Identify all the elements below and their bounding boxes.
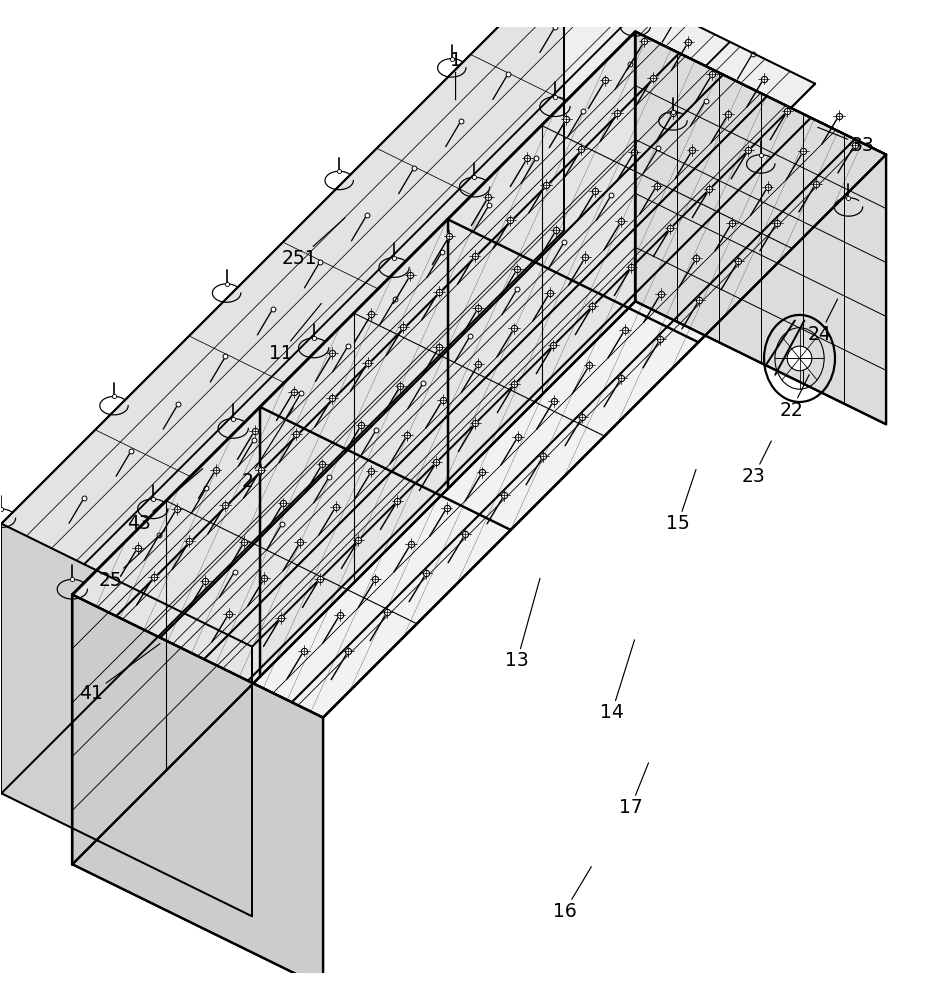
Text: 13: 13 — [505, 578, 540, 670]
Text: 25: 25 — [99, 530, 165, 590]
Text: 24: 24 — [808, 299, 838, 344]
Polygon shape — [636, 32, 886, 424]
Polygon shape — [1, 0, 815, 647]
Text: 1: 1 — [450, 51, 461, 100]
Text: 11: 11 — [269, 303, 322, 363]
Polygon shape — [72, 595, 323, 987]
Circle shape — [788, 346, 811, 371]
Polygon shape — [1, 0, 565, 793]
Text: 43: 43 — [126, 469, 203, 533]
Text: 22: 22 — [780, 375, 809, 420]
Text: 33: 33 — [818, 127, 874, 155]
Text: 14: 14 — [600, 640, 635, 722]
Polygon shape — [1, 524, 252, 916]
Text: 15: 15 — [666, 470, 696, 533]
Text: 251: 251 — [282, 218, 344, 268]
Polygon shape — [72, 32, 886, 718]
Text: 41: 41 — [80, 644, 160, 703]
Text: 2: 2 — [241, 408, 293, 491]
Text: 16: 16 — [552, 867, 591, 921]
Polygon shape — [72, 32, 636, 864]
Text: 23: 23 — [742, 441, 772, 486]
Text: 17: 17 — [619, 763, 648, 817]
